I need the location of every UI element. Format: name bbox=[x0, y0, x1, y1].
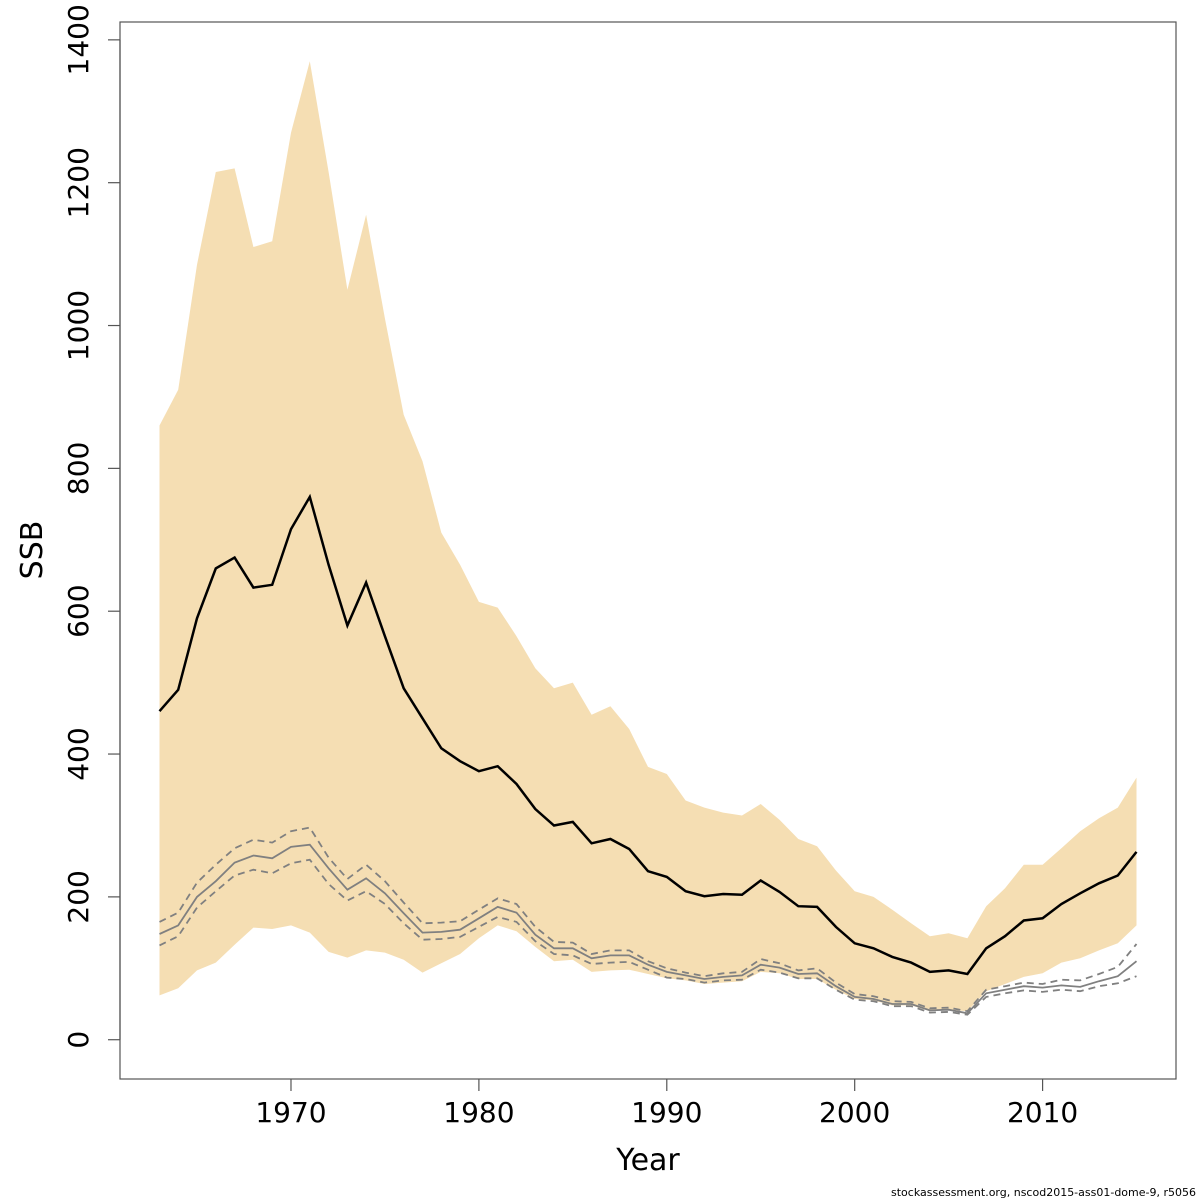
y-axis-label: SSB bbox=[15, 521, 50, 580]
series-line bbox=[159, 843, 1138, 1015]
x-tick-label: 1990 bbox=[631, 1096, 702, 1129]
x-axis-label: Year bbox=[615, 1143, 680, 1178]
series-line bbox=[159, 826, 1138, 1013]
y-tick-label: 400 bbox=[62, 727, 95, 780]
y-tick-label: 1400 bbox=[62, 4, 95, 75]
x-tick-label: 1980 bbox=[443, 1096, 514, 1129]
x-tick-label: 2010 bbox=[1007, 1096, 1078, 1129]
footer: stockassessment.org, nscod2015-ass01-dom… bbox=[891, 1186, 1196, 1199]
series-line bbox=[159, 858, 1137, 1016]
y-tick-label: 1200 bbox=[62, 147, 95, 218]
y-tick-label: 200 bbox=[62, 870, 95, 923]
x-tick-label: 2000 bbox=[819, 1096, 890, 1129]
y-tick-label: 600 bbox=[62, 584, 95, 637]
y-tick-label: 800 bbox=[62, 442, 95, 495]
x-tick-label: 1970 bbox=[255, 1096, 326, 1129]
y-tick-label: 1000 bbox=[62, 290, 95, 361]
series-line bbox=[158, 493, 1138, 976]
confidence-band bbox=[159, 61, 1137, 1012]
y-tick-label: 0 bbox=[62, 1031, 95, 1049]
plot-area bbox=[158, 61, 1138, 1016]
